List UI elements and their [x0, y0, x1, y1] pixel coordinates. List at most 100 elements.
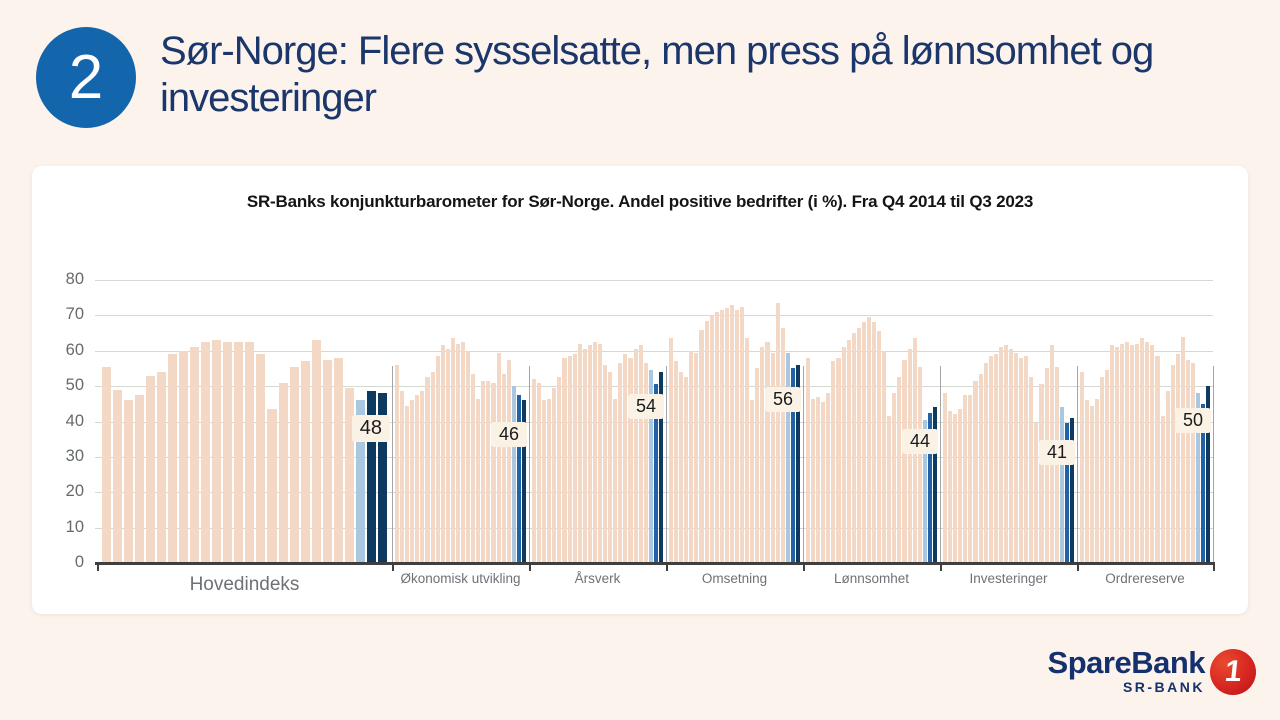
category-label-1: Økonomisk utvikling — [400, 571, 521, 586]
logo-name: SpareBank — [1047, 645, 1206, 680]
x-axis-tick — [1213, 563, 1215, 571]
bar-tan — [846, 340, 851, 563]
bar-tan — [699, 329, 704, 563]
category-label-4: Lønnsomhet — [833, 571, 910, 586]
bar-tan — [157, 371, 167, 563]
category-label-0: Hovedindeks — [189, 574, 300, 595]
bar-tan — [455, 343, 461, 563]
bar-tan — [963, 394, 968, 563]
bar-group-0 — [102, 280, 387, 563]
bar-tan — [719, 310, 724, 563]
bar-tan — [1125, 341, 1130, 563]
bar-tan — [289, 366, 299, 563]
bar-tan — [587, 345, 592, 563]
bar-tan — [450, 338, 455, 563]
bar-tan — [1190, 363, 1195, 563]
bar-tan — [694, 352, 699, 563]
bar-tan — [445, 348, 450, 563]
bar-tan — [501, 373, 506, 563]
bar-mid — [1064, 423, 1069, 563]
bar-tan — [892, 393, 897, 563]
logo-subtitle: SR-BANK — [1122, 679, 1205, 695]
bar-tan — [1105, 370, 1110, 563]
bar-tan — [1185, 359, 1190, 563]
x-axis-tick — [392, 563, 394, 571]
bar-mid — [653, 384, 658, 563]
bar-tan — [223, 341, 233, 563]
bar-tan — [278, 382, 288, 563]
bar-tan — [755, 368, 760, 563]
bar-tan — [958, 409, 963, 563]
bar-tan — [496, 352, 501, 563]
bar-tan — [1019, 357, 1024, 563]
bar-tan — [300, 361, 310, 563]
bar-light — [1059, 407, 1064, 563]
x-axis-tick — [1077, 563, 1079, 571]
bar-tan — [831, 361, 836, 563]
y-axis-tick-70: 70 — [65, 305, 84, 324]
x-axis-tick — [529, 563, 531, 571]
bar-light — [1195, 393, 1200, 563]
x-axis-tick — [97, 563, 99, 571]
x-axis-tick — [940, 563, 942, 571]
bar-tan — [201, 341, 211, 563]
bar-tan — [592, 341, 598, 563]
category-label-3: Omsetning — [701, 571, 768, 586]
bar-tan — [1115, 347, 1120, 563]
bar-tan — [466, 350, 471, 563]
bar-tan — [978, 373, 983, 563]
bar-tan — [577, 343, 582, 563]
bar-tan — [267, 409, 277, 563]
bar-tan — [998, 347, 1003, 563]
bar-tan — [1003, 345, 1009, 563]
page-title: Sør-Norge: Flere sysselsatte, men press … — [160, 29, 1154, 120]
bar-tan — [547, 398, 552, 563]
bar-tan — [435, 356, 440, 563]
bar-tan — [1160, 416, 1165, 563]
bar-tan — [780, 327, 785, 563]
bar-tan — [1080, 371, 1085, 563]
bar-tan — [679, 371, 684, 563]
bar-tan — [212, 340, 222, 563]
group-separator — [529, 366, 530, 563]
value-label-3: 56 — [764, 386, 801, 412]
bar-tan — [420, 391, 425, 563]
value-label-1: 46 — [490, 422, 527, 447]
bar-tan — [724, 308, 729, 563]
bar-navy — [521, 400, 527, 563]
group-separator — [392, 366, 393, 563]
bar-tan — [948, 410, 953, 563]
bar-navy — [366, 391, 376, 563]
category-label-6: Ordrereserve — [1105, 571, 1185, 586]
bar-tan — [102, 366, 112, 563]
bar-tan — [1110, 345, 1115, 563]
bar-tan — [572, 354, 577, 563]
bar-tan — [461, 341, 466, 563]
x-axis-line — [95, 562, 1215, 565]
bar-group-2 — [532, 280, 664, 563]
bar-mid — [1200, 403, 1205, 563]
bar-tan — [146, 375, 156, 563]
bar-tan — [841, 347, 846, 563]
bar-group-5 — [943, 280, 1075, 563]
bar-tan — [1039, 384, 1044, 563]
bar-tan — [1085, 400, 1090, 563]
bar-tan — [1090, 405, 1095, 563]
bar-tan — [872, 322, 877, 563]
bar-tan — [603, 364, 608, 563]
y-axis-tick-0: 0 — [74, 553, 84, 571]
bar-mid — [927, 412, 932, 563]
bar-group-3 — [669, 280, 801, 563]
bar-tan — [113, 389, 123, 563]
bar-tan — [866, 317, 872, 563]
sparebank-logo: SpareBank SR-BANK 1 — [1047, 645, 1256, 695]
bar-tan — [806, 357, 811, 563]
bar-tan — [943, 393, 948, 563]
bar-tan — [821, 402, 826, 563]
bar-tan — [1009, 348, 1014, 563]
bar-tan — [689, 350, 694, 563]
bar-mid — [516, 394, 521, 563]
bar-tan — [1100, 377, 1105, 563]
bar-navy — [1069, 417, 1075, 563]
bar-tan — [638, 345, 643, 563]
